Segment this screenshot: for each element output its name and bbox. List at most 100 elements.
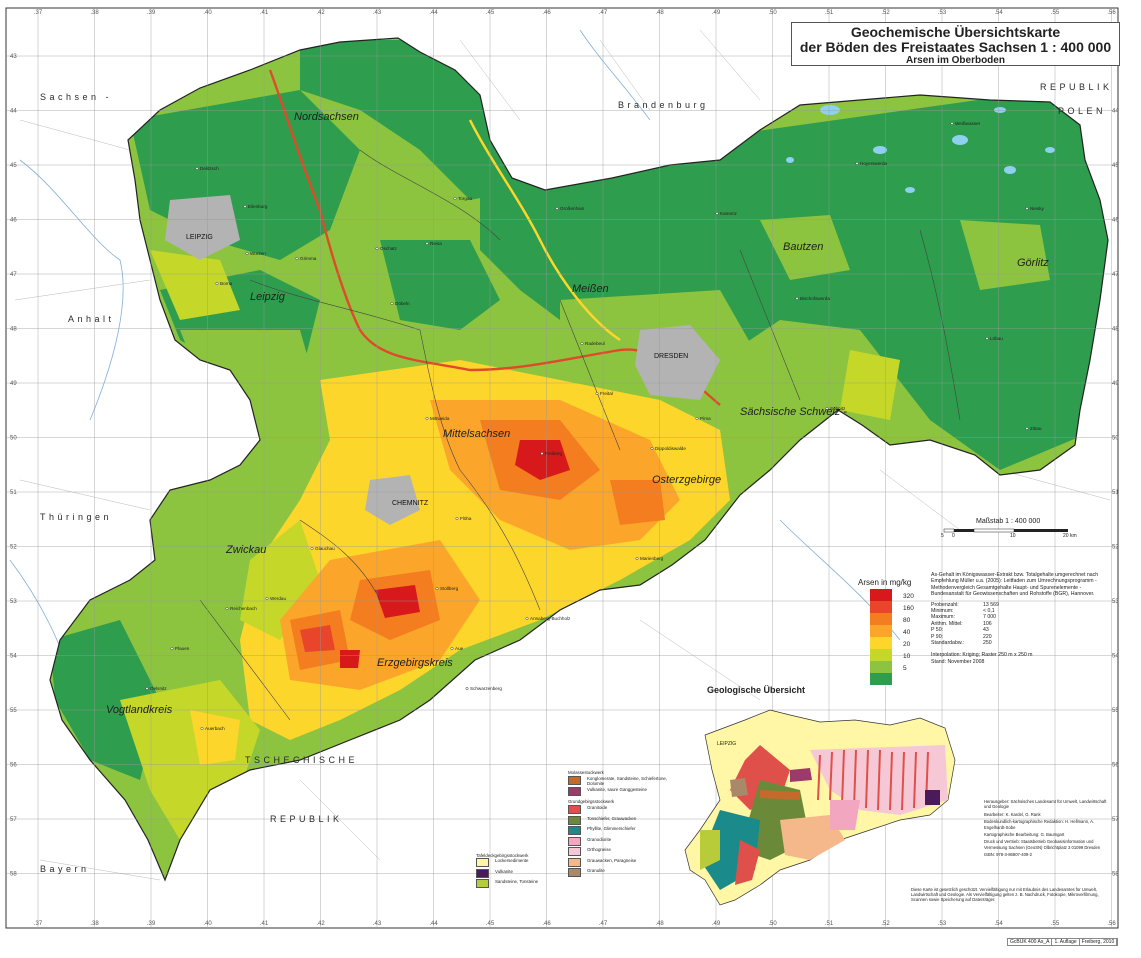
place-marker (555, 207, 559, 210)
scale-tick: 5 (941, 533, 944, 539)
region-osterzgebirge: Osterzgebirge (652, 474, 721, 486)
place-marker (425, 242, 429, 245)
region-vogtlandkreis: Vogtlandkreis (106, 704, 173, 716)
imprint-code: GcBÜK 400 As_A (1008, 939, 1053, 945)
legend-value: 160 (903, 605, 914, 612)
outside-rivers (9, 29, 901, 701)
molasse-header: Molassestockwerk (568, 770, 604, 775)
place-marker (595, 392, 599, 395)
place-name: Torgau (458, 196, 472, 201)
place-marker (695, 417, 699, 420)
legend-title: Arsen in mg/kg (858, 578, 912, 587)
imprint-edition: 1. Auflage (1052, 939, 1080, 945)
grid-numbers-bottom: .37 .38 .39 .40 .41 .42 .43 .44 .45 .46 .47 .48 .49.… (34, 921, 1117, 927)
geological-overview-map[interactable]: LEIPZIG (684, 709, 956, 906)
stratigraphy-swatch (476, 879, 489, 888)
grid-number: 49 (10, 381, 17, 387)
legend-class: 10 (858, 649, 918, 661)
arsenic-legend: Arsen in mg/kg 320 160 80 40 20 10 5 (858, 578, 918, 685)
grid-number: .49 (712, 921, 721, 927)
credit-line: Herausgeber: Sächsisches Landesamt für U… (984, 799, 1107, 810)
region-zwickau: Zwickau (225, 544, 266, 556)
place-name: Großenhain (560, 206, 585, 211)
place-name: Werdau (270, 596, 286, 601)
grid-number: .42 (316, 921, 325, 927)
place-marker (985, 337, 989, 340)
grid-numbers-top: .37 .38 .39 .40 .41 .42 .43 .44 .45 .46 .47 .48 .49.… (34, 10, 1117, 16)
saxony-border (49, 37, 1109, 882)
stat-label: Arithm. Mittel: (931, 620, 963, 627)
stat-value: 7 000 (983, 614, 996, 621)
place-marker (390, 302, 394, 305)
place-name: Auerbach (205, 726, 225, 731)
grid-number: 54 (10, 654, 17, 660)
tafeldeck-legend: Tafeldeckgebirgsstockwerk Lockersediment… (476, 853, 566, 890)
label-thueringen: Thüringen (40, 512, 112, 522)
credit-line: Bodenkundlich-kartographische Redaktion:… (984, 819, 1095, 830)
place-name: Bischofswerda (800, 296, 830, 301)
stat-value: 106 (983, 620, 992, 627)
stratigraphy-label: Granitoide (587, 805, 608, 810)
stand-text: Stand: November 2008 (931, 658, 985, 665)
stratigraphy-label: Granulite (587, 868, 605, 873)
scale-tick: 0 (952, 533, 955, 539)
stratigraphy-label: Orthogneise (587, 847, 611, 852)
legend-swatch (870, 649, 892, 661)
stratigraphy-item: Orthogneise (568, 847, 683, 858)
place-marker (265, 597, 269, 600)
coordinate-grid (6, 8, 1118, 928)
place-marker (540, 452, 544, 455)
place-name: Reichenbach (230, 606, 257, 611)
legend-value: 40 (903, 629, 911, 636)
legend-class: 20 (858, 637, 918, 649)
place-marker (295, 257, 299, 260)
place-marker (650, 447, 654, 450)
stat-label: P 90: (931, 633, 944, 640)
grid-number: 43 (10, 54, 17, 60)
stratigraphy-item: Grauwacken, Paragneise (568, 857, 683, 869)
stratigraphy-item: Lockersedimente (476, 858, 566, 869)
stat-label: Probenzahl: (931, 601, 959, 608)
grid-number: .45 (486, 921, 495, 927)
place-marker (245, 252, 249, 255)
place-name: Zittau (1030, 426, 1042, 431)
map-title-box: Geochemische Übersichtskarte der Böden d… (791, 22, 1120, 66)
scale-tick: 20 km (1063, 533, 1077, 539)
place-name: Wurzen (250, 251, 266, 256)
legend-swatch (870, 613, 892, 625)
region-bautzen: Bautzen (783, 241, 823, 253)
geological-overview-title: Geologische Übersicht (707, 685, 806, 695)
outside-roads (14, 29, 1111, 881)
region-nordsachsen: Nordsachsen (294, 111, 359, 123)
grid-number: 55 (10, 708, 17, 714)
place-name: Annaberg-Buchholz (530, 616, 571, 621)
stat-label: P 50: (931, 627, 944, 634)
place-marker (1025, 427, 1029, 430)
stratigraphy-item: Granulite (568, 868, 683, 879)
place-name: Pirna (700, 416, 711, 421)
stratigraphy-swatch (568, 826, 581, 835)
imprint-place: Freiberg, 2010 (1080, 939, 1118, 945)
legend-value: 20 (903, 641, 911, 648)
place-marker (453, 197, 457, 200)
place-marker (855, 162, 859, 165)
place-name: Mittweida (430, 416, 450, 421)
stat-row: Arithm. Mittel: 106 (931, 621, 1111, 627)
stat-row: P 50: 43 (931, 627, 1111, 633)
grid-number: .40 (203, 921, 212, 927)
grid-number: 48 (1112, 327, 1119, 333)
stat-row: Probenzahl: 13 569 (931, 602, 1111, 608)
stratigraphy-label: Konglomerate, Sandsteine, Schiefertone, … (587, 776, 668, 786)
stratigraphy-swatch (568, 805, 581, 814)
grid-number: .43 (373, 10, 382, 16)
place-name: Oschatz (380, 246, 398, 251)
grid-number: 44 (1112, 109, 1119, 115)
place-name: Plauen (175, 646, 190, 651)
grid-number: .50 (768, 921, 777, 927)
scale-bar (943, 528, 1068, 533)
credit-line: Druck und Vertrieb: Staatsbetrieb Geobas… (984, 839, 1101, 850)
place-marker (425, 417, 429, 420)
grid-number: .40 (203, 10, 212, 16)
label-republik: REPUBLIK (270, 814, 343, 824)
